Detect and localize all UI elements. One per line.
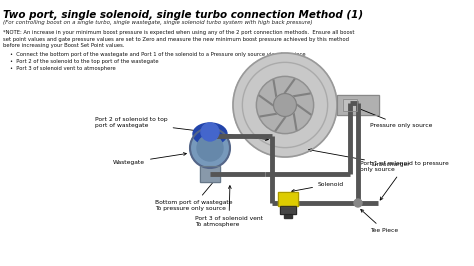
Text: Port 2 of solenoid to top
port of wastegate: Port 2 of solenoid to top port of wasteg…: [95, 117, 268, 141]
Text: (For controlling boost on a single turbo, single wastegate, single solenoid turb: (For controlling boost on a single turbo…: [3, 20, 312, 25]
Text: Two port, single solenoid, single turbo connection Method (1): Two port, single solenoid, single turbo …: [3, 10, 363, 20]
Circle shape: [256, 76, 314, 134]
Text: Solenoid: Solenoid: [292, 181, 344, 192]
Text: Turbocharger: Turbocharger: [309, 149, 410, 167]
Text: Port 3 of solenoid vent
To atmosphere: Port 3 of solenoid vent To atmosphere: [195, 186, 263, 227]
Text: *NOTE: An increase in your minimum boost pressure is expected when using any of : *NOTE: An increase in your minimum boost…: [3, 30, 355, 35]
Bar: [337, 95, 379, 115]
Bar: [278, 192, 298, 206]
Circle shape: [354, 199, 362, 207]
Text: before increasing your Boost Set Point values.: before increasing your Boost Set Point v…: [3, 43, 125, 48]
Text: Bottom port of wastegate
To pressure only source: Bottom port of wastegate To pressure onl…: [155, 177, 233, 211]
Ellipse shape: [193, 123, 227, 145]
Text: •  Connect the bottom port of the wastegate and Port 1 of the solenoid to a Pres: • Connect the bottom port of the wastega…: [10, 52, 306, 57]
Circle shape: [190, 128, 230, 168]
Text: Pressure only source: Pressure only source: [354, 106, 432, 128]
Text: set point values and gate pressure values are set to Zero and measure the new mi: set point values and gate pressure value…: [3, 36, 349, 41]
Bar: [343, 99, 357, 111]
Bar: [280, 206, 296, 214]
Bar: [343, 99, 357, 111]
Text: Wastegate: Wastegate: [113, 153, 186, 165]
Circle shape: [273, 94, 296, 117]
Bar: [200, 166, 220, 182]
Text: •  Port 3 of solenoid vent to atmosphere: • Port 3 of solenoid vent to atmosphere: [10, 66, 116, 71]
Text: Port 1 of solenoid to pressure
only source: Port 1 of solenoid to pressure only sour…: [360, 161, 449, 200]
Bar: [337, 95, 379, 115]
Bar: [284, 214, 292, 218]
Text: Tee Piece: Tee Piece: [361, 210, 398, 233]
Bar: [278, 192, 298, 206]
Circle shape: [197, 135, 223, 161]
Circle shape: [233, 53, 337, 157]
Text: •  Port 2 of the solenoid to the top port of the wastegate: • Port 2 of the solenoid to the top port…: [10, 59, 159, 64]
Bar: [280, 206, 296, 214]
Bar: [200, 166, 220, 182]
Circle shape: [201, 123, 219, 141]
